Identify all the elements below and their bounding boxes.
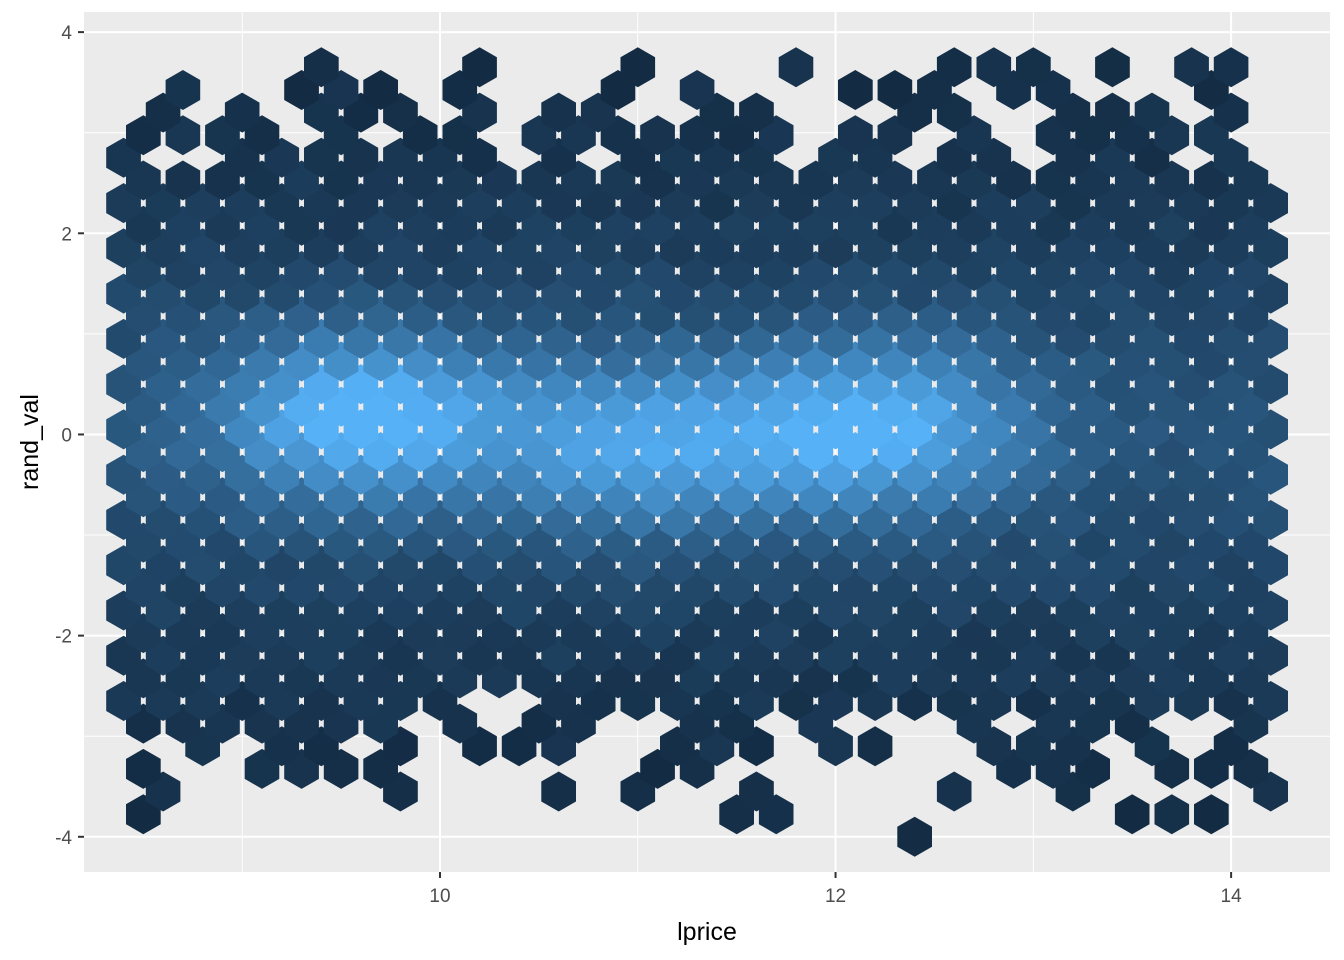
hex-bin: [165, 70, 201, 110]
hex-bin: [778, 47, 814, 88]
hex-bin: [897, 816, 932, 857]
y-tick-label: -2: [55, 627, 72, 648]
y-tick-label: 0: [61, 425, 72, 446]
hex-bin: [224, 92, 260, 133]
hex-bin: [1154, 794, 1190, 835]
x-tick-label: 10: [429, 886, 450, 907]
hex-bin: [1095, 47, 1130, 88]
hex-bin: [936, 47, 972, 88]
hex-bin: [620, 47, 656, 88]
hex-bin: [838, 115, 873, 156]
hex-bin: [1134, 92, 1170, 133]
hex-bin: [640, 115, 675, 156]
hex-bin: [1016, 47, 1051, 88]
hex-bin: [976, 47, 1012, 88]
hex-bin: [877, 70, 913, 110]
y-axis: 4 2 0 -2 -4: [55, 23, 84, 849]
hex-bin: [1095, 92, 1130, 133]
x-tick-label: 14: [1221, 886, 1243, 907]
x-tick-label: 12: [825, 886, 846, 907]
y-tick-label: 2: [61, 224, 72, 245]
hex-bin: [126, 748, 161, 789]
hex-bin: [739, 92, 774, 133]
x-axis: 10 12 14: [429, 872, 1242, 907]
hex-bin: [165, 160, 201, 201]
hex-bin: [363, 70, 398, 110]
hex-bin: [679, 70, 715, 110]
hex-bin: [936, 771, 972, 812]
x-axis-title: lprice: [677, 918, 737, 946]
hex-bin: [1114, 794, 1150, 835]
y-tick-label: 4: [61, 23, 72, 44]
hex-bin: [304, 47, 339, 88]
hex-bin: [541, 771, 576, 812]
hex-bin: [857, 726, 893, 767]
y-tick-label: -4: [55, 828, 72, 849]
hex-bin: [739, 771, 774, 812]
hex-bin: [838, 70, 873, 110]
hex-bins: [106, 47, 1288, 857]
hex-bin: [1174, 47, 1209, 88]
hex-bin: [1194, 794, 1229, 835]
hex-bin: [1213, 47, 1249, 88]
hex-bin: [462, 47, 497, 88]
y-axis-title: rand_val: [16, 394, 44, 490]
hex-bin: [541, 92, 576, 133]
